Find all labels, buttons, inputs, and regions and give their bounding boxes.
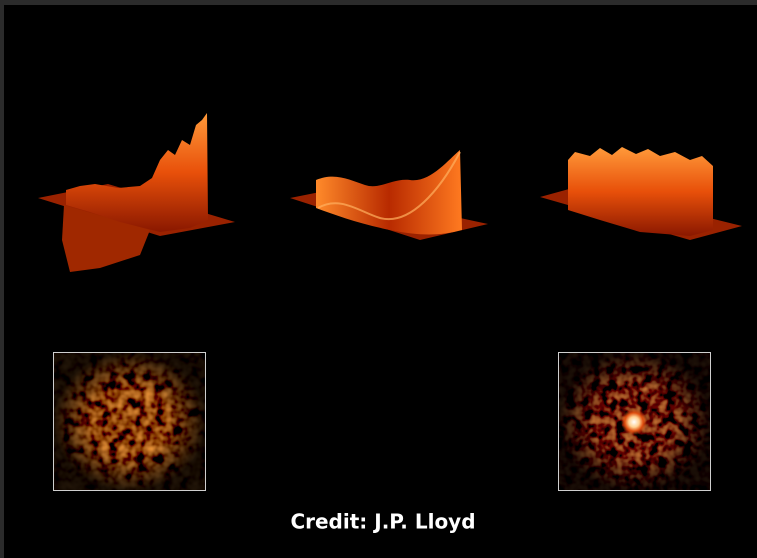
speckle-image-uncorrected [53, 352, 206, 491]
top-border [0, 0, 757, 5]
speckle-image-corrected [558, 352, 711, 491]
slide: Credit: J.P. Lloyd [0, 0, 757, 558]
credit: Credit: J.P. Lloyd [290, 510, 475, 534]
left-border [0, 0, 4, 558]
